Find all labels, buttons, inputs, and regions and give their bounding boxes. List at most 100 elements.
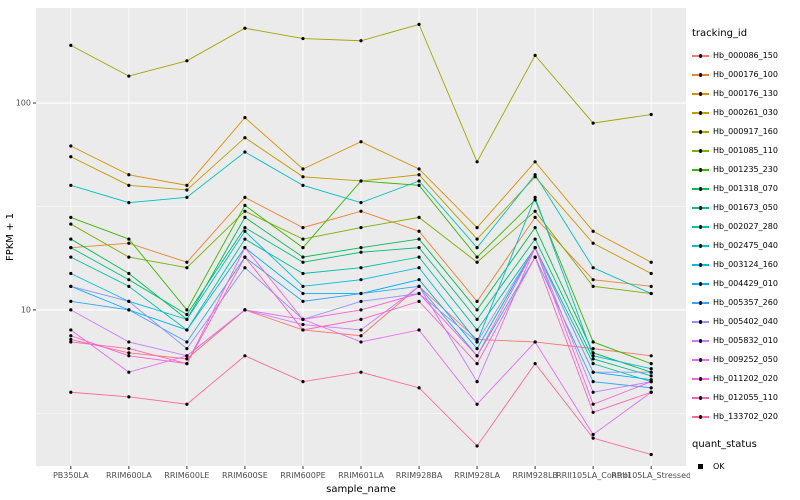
data-point [185,328,189,332]
data-point [533,160,537,164]
data-point [301,175,305,179]
x-tick-label: RRIM928LB [512,471,558,480]
data-point [69,271,73,276]
data-point [475,354,479,358]
data-point [533,246,537,250]
data-point [69,334,73,338]
data-point [417,246,421,250]
data-point [243,255,247,259]
axis-ticks [33,102,652,469]
data-point [417,299,421,303]
y-axis-title: FPKM + 1 [5,213,16,261]
data-point [533,362,537,366]
data-point [475,444,479,448]
data-point [591,357,595,361]
x-tick-label: RRIM600PE [280,471,326,480]
data-point [359,179,363,183]
legend-key-swatch [692,181,709,196]
data-point [359,225,363,230]
data-point [475,362,479,366]
legend-label: Hb_002475_040 [713,241,778,250]
data-point [185,195,189,199]
data-point [591,390,595,394]
data-point [185,354,189,358]
legend-item: Hb_002027_280 [692,217,798,236]
data-point [127,284,131,288]
data-point [69,390,73,394]
data-point [185,59,189,63]
data-point [185,317,189,321]
legend-key-swatch [692,276,709,291]
point-glyph-icon [699,415,703,419]
tick-labels: PB350LA RRIM600LA RRIM600LE RRIM600SE RRIM60… [16,99,690,480]
legend-key-swatch [692,143,709,158]
data-point [591,436,595,440]
x-tick-label: RRII105LA_Stressed [611,471,690,480]
data-point [417,167,421,171]
legend-key-swatch [692,314,709,329]
point-glyph-icon [699,263,703,267]
data-point [591,351,595,355]
data-point [475,380,479,384]
data-point [69,308,73,312]
point-glyph-icon [699,320,703,324]
data-point [301,322,305,327]
data-point [301,260,305,264]
data-point [359,201,363,205]
data-point [69,144,73,148]
data-point [69,43,73,47]
data-point [185,308,189,312]
data-point [127,308,131,312]
data-point [301,291,305,296]
data-point [301,317,305,321]
legend-label: Hb_005357_260 [713,298,778,307]
point-glyph-icon [699,187,703,191]
data-point [591,284,595,288]
legend-key-swatch [692,200,709,215]
legend-key-swatch [692,238,709,253]
data-point [243,215,247,220]
legend-item: Hb_004429_010 [692,274,798,293]
data-point [69,222,73,226]
legend-key-swatch [692,219,709,234]
data-point [359,317,363,321]
data-point [649,452,653,457]
data-point [359,308,363,312]
data-point [649,386,653,390]
data-point [127,340,131,344]
legend-item: Hb_005832_010 [692,331,798,350]
data-point [359,39,363,43]
data-point [591,121,595,125]
point-glyph-icon [699,282,703,286]
data-point [417,173,421,177]
data-point [649,390,653,394]
legend-label: Hb_011202_020 [713,374,778,383]
legend-key-swatch [692,295,709,310]
data-point [475,260,479,264]
data-point [475,337,479,342]
data-point [127,183,131,187]
legend-item: Hb_001085_110 [692,141,798,160]
x-tick-label: RRIM928BA [396,471,443,480]
data-point [69,328,73,332]
legend: tracking_id Hb_000086_150 Hb_000176_100 Hb… [692,0,798,500]
data-point [359,291,363,296]
data-point [533,340,537,344]
legend-label: Hb_001235_230 [713,165,778,174]
legend-label: Hb_133702_020 [713,412,778,421]
data-point [359,209,363,213]
legend-key-swatch [692,86,709,101]
legend-title-tracking-id: tracking_id [692,28,748,39]
legend-items-tracking-id: Hb_000086_150 Hb_000176_100 Hb_000176_130 H… [692,46,798,426]
data-point [301,380,305,384]
data-point [127,173,131,177]
data-point [69,284,73,288]
legend-item: Hb_005357_260 [692,293,798,312]
point-glyph-icon [699,358,703,362]
data-point [359,266,363,270]
legend-key-swatch [692,333,709,348]
data-point [243,354,247,358]
x-tick-label: RRIM928LA [454,471,500,480]
data-point [417,291,421,296]
legend-item-quant-status: OK [692,457,798,476]
